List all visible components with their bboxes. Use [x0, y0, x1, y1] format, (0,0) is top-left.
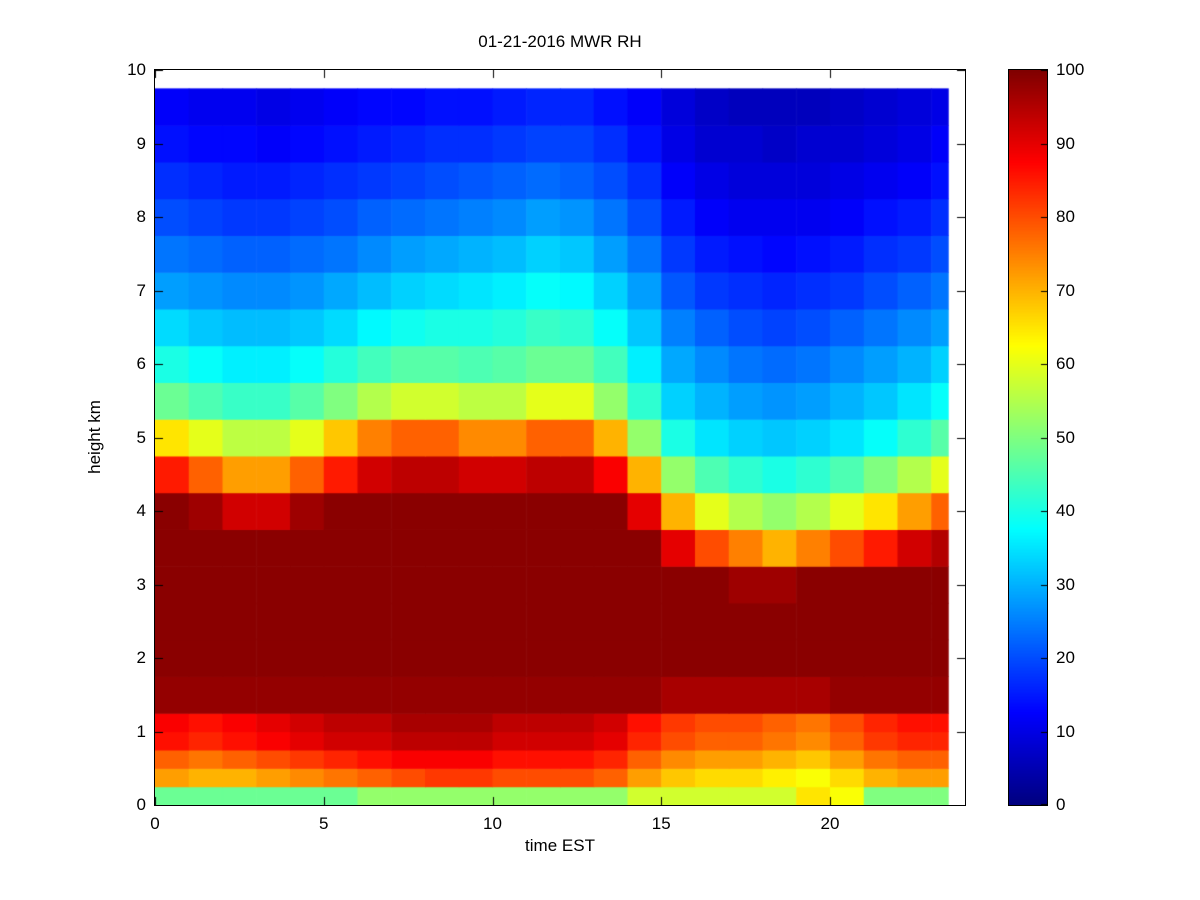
- colorbar-tick-label: 100: [1056, 60, 1085, 79]
- x-axis-tick-label: 10: [483, 814, 502, 833]
- colorbar-canvas: [1009, 70, 1047, 805]
- colorbar-tick-label: 20: [1056, 648, 1075, 667]
- chart-title: 01-21-2016 MWR RH: [478, 32, 642, 51]
- x-axis-tick-label: 20: [820, 814, 840, 833]
- x-axis-tick-label: 15: [651, 814, 671, 833]
- x-axis-tick-label: 5: [319, 814, 329, 833]
- colorbar-tick-label: 70: [1056, 280, 1075, 300]
- y-axis-tick-label: 9: [136, 133, 146, 153]
- x-axis-label: time EST: [525, 836, 595, 855]
- y-axis-tick-label: 4: [136, 501, 146, 520]
- colorbar-tick-label: 80: [1056, 207, 1075, 226]
- colorbar-tick-label: 30: [1056, 574, 1075, 594]
- y-axis-tick-label: 2: [136, 648, 146, 667]
- y-axis-tick-label: 0: [136, 795, 146, 814]
- y-axis-tick-label: 3: [136, 574, 146, 594]
- y-axis-tick-label: 8: [136, 207, 146, 226]
- colorbar-tick-label: 0: [1056, 795, 1066, 814]
- y-axis-tick-label: 7: [136, 280, 146, 300]
- y-axis-tick-label: 5: [136, 427, 146, 447]
- y-axis-tick-label: 1: [136, 721, 146, 741]
- colorbar-tick-label: 60: [1056, 354, 1075, 373]
- colorbar-tick-label: 10: [1056, 721, 1075, 741]
- colorbar-tick-label: 90: [1056, 133, 1075, 153]
- colorbar-tick-label: 40: [1056, 501, 1075, 520]
- colorbar-tick-label: 50: [1056, 427, 1075, 447]
- y-axis-tick-label: 6: [136, 354, 146, 373]
- colorbar: [1008, 69, 1048, 806]
- plot-area: [154, 69, 966, 806]
- y-axis-tick-label: 10: [127, 60, 146, 79]
- rh-heatmap-canvas: [155, 70, 965, 805]
- x-axis-tick-label: 0: [150, 814, 160, 833]
